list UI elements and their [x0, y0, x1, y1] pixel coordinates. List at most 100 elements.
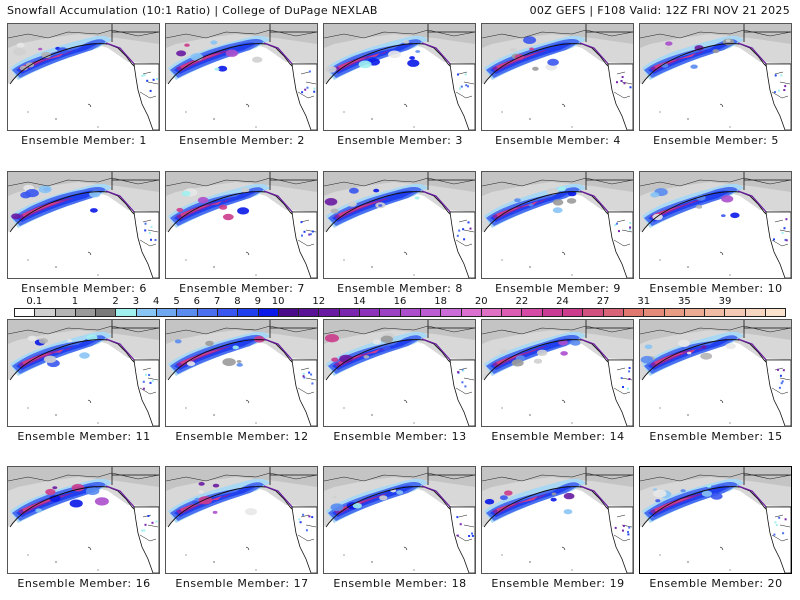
colorbar-swatch — [96, 309, 117, 316]
land-grey — [8, 320, 159, 380]
ensemble-map-panel — [481, 466, 634, 574]
ensemble-member-label: Ensemble Member: 18 — [333, 577, 467, 590]
colorbar-tick-label: 20 — [474, 296, 488, 307]
colorbar-swatch — [623, 309, 645, 316]
colorbar-tick-label: 7 — [213, 296, 221, 307]
colorbar-tick-label: 3 — [132, 296, 140, 307]
land-grey — [166, 24, 317, 84]
colorbar-swatch — [441, 309, 462, 316]
ensemble-member-label: Ensemble Member: 17 — [175, 577, 309, 590]
land-grey — [8, 467, 159, 527]
colorbar-tick-label: 8 — [234, 296, 241, 307]
colorbar-tick-label: 0.1 — [26, 296, 43, 307]
land-grey — [482, 24, 633, 84]
colorbar-swatch — [583, 309, 604, 316]
ensemble-map-panel — [165, 23, 318, 131]
colorbar-tick-label: 10 — [271, 296, 285, 307]
colorbar-tick-label: 14 — [352, 296, 366, 307]
ensemble-member-label: Ensemble Member: 8 — [337, 282, 463, 295]
ensemble-member-label: Ensemble Member: 20 — [649, 577, 783, 590]
land-grey — [8, 24, 159, 84]
ensemble-map-panel — [323, 23, 476, 131]
colorbar-legend — [14, 308, 786, 317]
ensemble-member-label: Ensemble Member: 1 — [21, 134, 147, 147]
ensemble-member-label: Ensemble Member: 10 — [649, 282, 783, 295]
colorbar-tick-label: 9 — [254, 296, 261, 307]
colorbar-swatch — [258, 309, 279, 316]
ensemble-map-panel — [639, 466, 792, 574]
colorbar-swatch — [745, 309, 766, 316]
ensemble-map-panel — [165, 319, 318, 427]
colorbar-tick-label: 16 — [393, 296, 407, 307]
colorbar-swatch — [238, 309, 259, 316]
ensemble-member-label: Ensemble Member: 14 — [491, 430, 625, 443]
colorbar-tick-label: 31 — [637, 296, 651, 307]
ensemble-member-label: Ensemble Member: 5 — [653, 134, 779, 147]
land-grey — [324, 467, 475, 527]
colorbar-swatch — [664, 309, 685, 316]
colorbar-swatch — [725, 309, 746, 316]
ensemble-member-label: Ensemble Member: 6 — [21, 282, 147, 295]
colorbar-swatch — [481, 309, 503, 316]
colorbar-swatch — [299, 309, 320, 316]
model-run-info: 00Z GEFS | F108 Valid: 12Z FRI NOV 21 20… — [529, 4, 790, 17]
colorbar-swatch — [177, 309, 198, 316]
ensemble-member-label: Ensemble Member: 11 — [17, 430, 151, 443]
colorbar-tick-label: 24 — [556, 296, 569, 307]
land-grey — [166, 320, 317, 380]
colorbar-swatch — [35, 309, 56, 316]
colorbar-tick-label: 6 — [193, 296, 201, 307]
land-grey — [640, 24, 791, 84]
colorbar-swatch — [380, 309, 401, 316]
ensemble-member-label: Ensemble Member: 9 — [495, 282, 621, 295]
land-grey — [640, 320, 791, 380]
colorbar-swatch — [319, 309, 340, 316]
land-grey — [324, 24, 475, 84]
ensemble-member-label: Ensemble Member: 7 — [179, 282, 305, 295]
colorbar-swatch — [705, 309, 726, 316]
colorbar-swatch — [765, 309, 786, 316]
colorbar-swatch — [116, 309, 137, 316]
colorbar-tick-label: 2 — [112, 296, 119, 307]
colorbar-swatch — [75, 309, 97, 316]
ensemble-map-panel — [639, 171, 792, 279]
colorbar-swatch — [684, 309, 706, 316]
land-grey — [482, 467, 633, 527]
colorbar-swatch — [15, 309, 36, 316]
colorbar-swatch — [217, 309, 239, 316]
colorbar-tick-label: 4 — [153, 296, 160, 307]
colorbar-swatch — [157, 309, 178, 316]
ensemble-member-label: Ensemble Member: 2 — [179, 134, 305, 147]
land-grey — [324, 320, 475, 380]
colorbar-swatch — [136, 309, 158, 316]
colorbar-tick-label: 5 — [173, 296, 180, 307]
map-title: Snowfall Accumulation (10:1 Ratio) | Col… — [7, 4, 378, 17]
colorbar-swatch — [197, 309, 218, 316]
ensemble-map-panel — [481, 23, 634, 131]
ensemble-map-panel — [481, 171, 634, 279]
land-grey — [166, 467, 317, 527]
colorbar-swatch — [502, 309, 523, 316]
land-grey — [640, 172, 791, 232]
ensemble-map-panel — [639, 319, 792, 427]
colorbar-swatch — [420, 309, 442, 316]
ensemble-map-panel — [7, 23, 160, 131]
ensemble-map-panel — [481, 319, 634, 427]
colorbar-swatch — [522, 309, 543, 316]
ensemble-member-label: Ensemble Member: 4 — [495, 134, 621, 147]
ensemble-member-label: Ensemble Member: 12 — [175, 430, 309, 443]
colorbar-tick-label: 39 — [718, 296, 732, 307]
colorbar-swatch — [542, 309, 564, 316]
land-grey — [482, 172, 633, 232]
colorbar-swatch — [603, 309, 624, 316]
colorbar-swatch — [563, 309, 584, 316]
land-grey — [482, 320, 633, 380]
ensemble-map-panel — [323, 171, 476, 279]
ensemble-map-panel — [7, 466, 160, 574]
land-grey — [640, 467, 791, 527]
ensemble-member-label: Ensemble Member: 3 — [337, 134, 463, 147]
land-grey — [166, 172, 317, 232]
land-grey — [324, 172, 475, 232]
colorbar-swatch — [644, 309, 665, 316]
ensemble-map-panel — [7, 319, 160, 427]
